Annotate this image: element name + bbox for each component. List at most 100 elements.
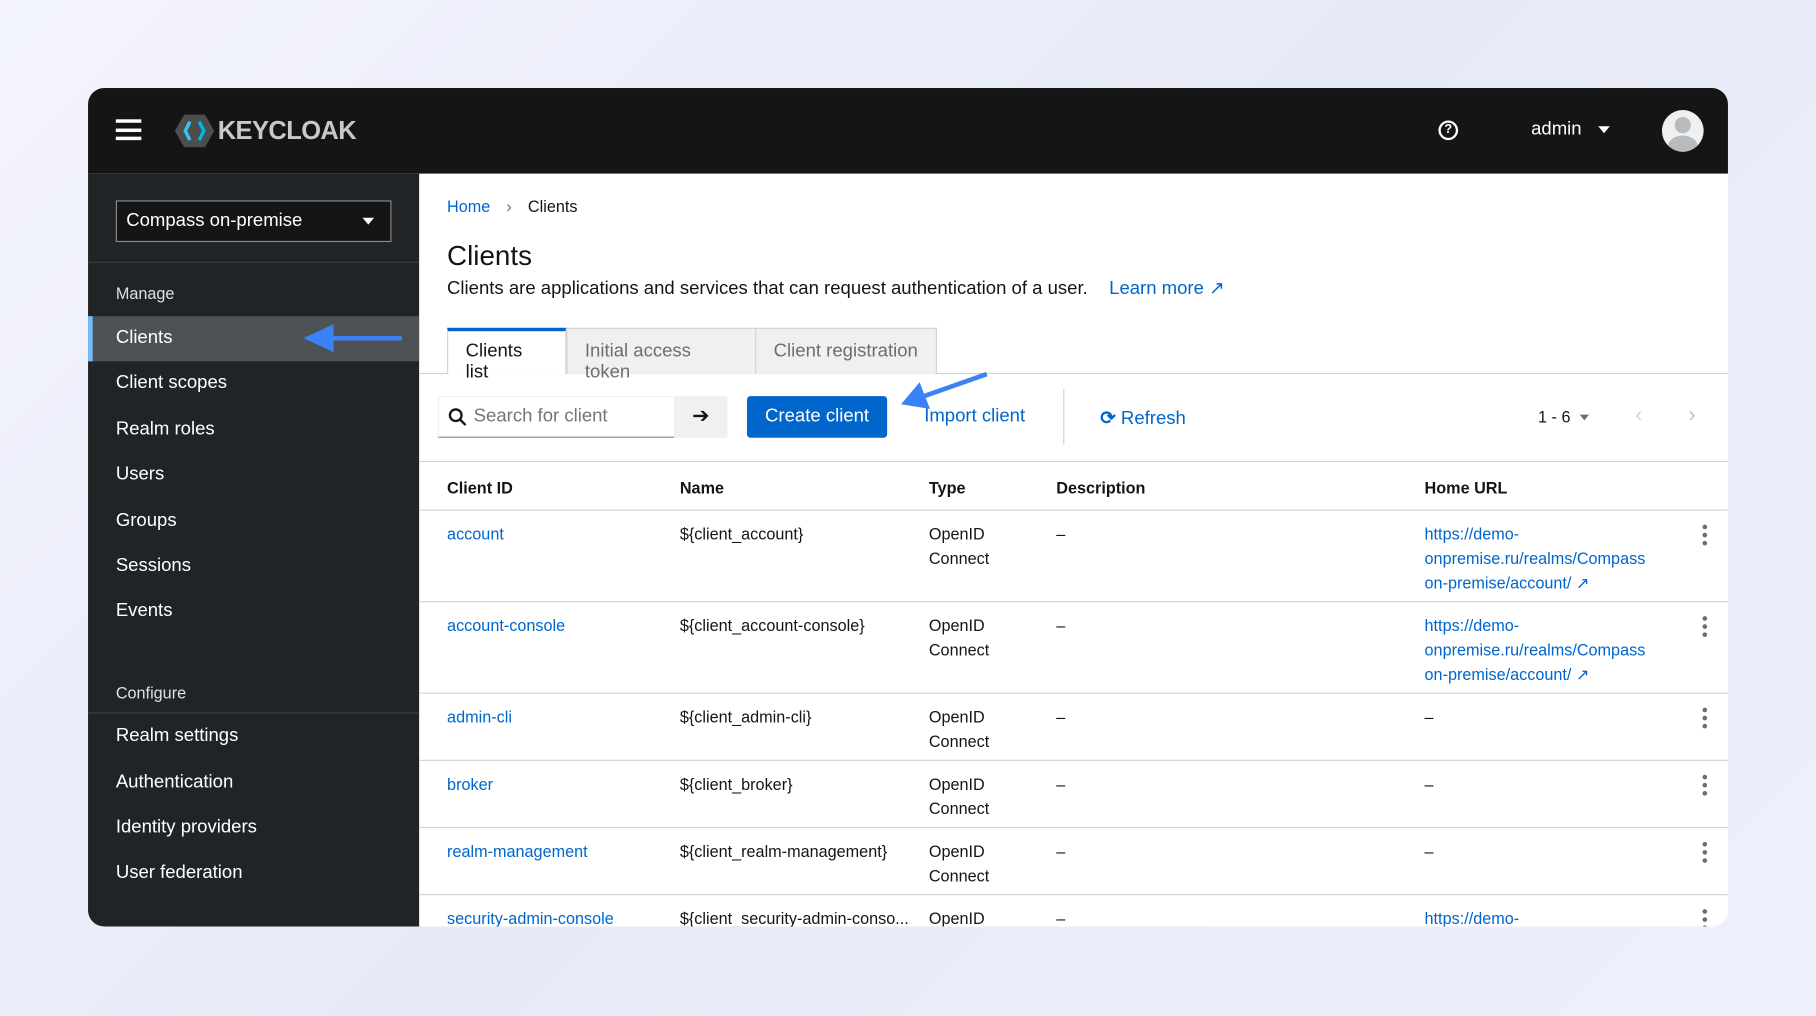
external-link-icon: ↗: [1575, 664, 1590, 684]
refresh-button[interactable]: ⟳ Refresh: [1100, 408, 1186, 429]
client-name: ${client_broker}: [679, 774, 793, 794]
client-description: –: [1056, 774, 1066, 794]
tab-initial-access-token[interactable]: Initial access token: [566, 327, 757, 382]
home-url[interactable]: https://demo-: [1424, 909, 1520, 927]
search-box: [437, 396, 675, 438]
client-id-link[interactable]: account: [447, 524, 504, 544]
table-row: admin-cli ${client_admin-cli} OpenID Conn…: [419, 692, 1728, 760]
pagination-toggle[interactable]: 1 - 6: [1538, 408, 1590, 426]
breadcrumb-current: Clients: [527, 196, 578, 216]
sidebar-item-user-federation[interactable]: User federation: [115, 862, 243, 883]
divider: [419, 460, 1728, 463]
client-type: OpenID: [928, 909, 985, 927]
home-url[interactable]: https://demo-onpremise.ru/realms/Compass…: [1424, 524, 1646, 592]
client-type: OpenID Connect: [928, 707, 990, 751]
keycloak-logo-icon: [174, 114, 215, 148]
app-window: KEYCLOAK ? admin Compass on-premise Mana…: [88, 88, 1728, 927]
keycloak-logo[interactable]: KEYCLOAK: [174, 112, 357, 149]
search-submit-button[interactable]: ➔: [674, 396, 728, 438]
section-configure: Configure: [115, 683, 187, 702]
sidebar-item-sessions[interactable]: Sessions: [115, 555, 192, 576]
divider: [88, 712, 420, 714]
tabs-border: [419, 372, 1728, 375]
sidebar-item-users[interactable]: Users: [115, 464, 165, 485]
home-url: –: [1424, 707, 1434, 727]
main-content: Home › Clients Clients Clients are appli…: [419, 173, 1728, 927]
logo-text: KEYCLOAK: [217, 115, 357, 145]
search-input[interactable]: [473, 406, 665, 428]
client-id-link[interactable]: security-admin-console: [447, 909, 614, 927]
sidebar-item-realm-settings[interactable]: Realm settings: [115, 726, 239, 746]
avatar[interactable]: [1661, 110, 1704, 152]
column-description[interactable]: Description: [1056, 478, 1146, 497]
kebab-menu-icon[interactable]: [1702, 774, 1708, 799]
column-type[interactable]: Type: [928, 478, 966, 497]
help-icon[interactable]: ?: [1438, 120, 1459, 141]
search-icon: [448, 408, 467, 426]
previous-page-button[interactable]: ‹: [1635, 403, 1643, 427]
sidebar-item-client-scopes[interactable]: Client scopes: [115, 372, 228, 393]
caret-down-icon: [362, 217, 375, 225]
table-row: account-console ${client_account-console…: [419, 601, 1728, 692]
kebab-menu-icon[interactable]: [1702, 841, 1708, 866]
realm-selector[interactable]: Compass on-premise: [115, 200, 392, 243]
client-id-link[interactable]: broker: [447, 774, 494, 794]
chevron-right-icon: ›: [506, 196, 512, 216]
client-type: OpenID Connect: [928, 524, 990, 568]
client-id-link[interactable]: admin-cli: [447, 707, 512, 727]
kebab-menu-icon[interactable]: [1702, 707, 1708, 732]
import-client-button[interactable]: Import client: [924, 406, 1026, 427]
page-title: Clients: [447, 240, 533, 273]
refresh-icon: ⟳: [1100, 408, 1116, 429]
table-row: security-admin-console ${client_security…: [419, 894, 1728, 927]
realm-name: Compass on-premise: [126, 210, 303, 231]
sidebar-item-realm-roles[interactable]: Realm roles: [115, 419, 215, 439]
home-url[interactable]: https://demo-onpremise.ru/realms/Compass…: [1424, 616, 1646, 684]
external-link-icon: ↗: [1575, 573, 1590, 592]
sidebar-item-groups[interactable]: Groups: [115, 510, 177, 531]
breadcrumb-home[interactable]: Home: [447, 196, 491, 216]
user-name: admin: [1531, 119, 1582, 139]
sidebar-item-events[interactable]: Events: [115, 601, 173, 621]
client-description: –: [1056, 909, 1066, 927]
client-type: OpenID Connect: [928, 774, 990, 818]
client-name: ${client_admin-cli}: [679, 707, 812, 727]
column-client-id[interactable]: Client ID: [447, 478, 513, 497]
divider: [88, 261, 420, 263]
client-id-link[interactable]: account-console: [447, 616, 566, 635]
kebab-menu-icon[interactable]: [1702, 909, 1708, 927]
client-type: OpenID Connect: [928, 616, 990, 659]
tab-client-registration[interactable]: Client registration: [755, 327, 937, 375]
section-manage: Manage: [115, 283, 175, 303]
client-description: –: [1056, 841, 1066, 861]
create-client-button[interactable]: Create client: [747, 396, 888, 438]
sidebar-item-clients[interactable]: Clients: [88, 316, 420, 362]
home-url: –: [1424, 841, 1434, 861]
masthead: KEYCLOAK ? admin: [88, 88, 1728, 174]
learn-more-link[interactable]: Learn more ↗: [1109, 279, 1225, 299]
hamburger-menu-icon[interactable]: [115, 119, 142, 141]
caret-down-icon: [1579, 414, 1590, 420]
toolbar-divider: [1063, 389, 1065, 445]
client-description: –: [1056, 524, 1066, 544]
home-url: –: [1424, 774, 1434, 794]
kebab-menu-icon[interactable]: [1702, 616, 1708, 640]
client-name: ${client_security-admin-conso...: [679, 909, 909, 927]
sidebar-item-authentication[interactable]: Authentication: [115, 772, 234, 793]
client-description: –: [1056, 707, 1066, 727]
client-name: ${client_realm-management}: [679, 841, 888, 861]
sidebar: Compass on-premise Manage Clients Client…: [88, 173, 420, 927]
column-name[interactable]: Name: [679, 478, 725, 497]
tab-clients-list[interactable]: Clients list: [447, 327, 567, 382]
column-home-url[interactable]: Home URL: [1424, 478, 1508, 497]
sidebar-item-identity-providers[interactable]: Identity providers: [115, 817, 257, 838]
external-link-icon: ↗: [1209, 279, 1225, 299]
table-row: broker ${client_broker} OpenID Connect – –: [419, 759, 1728, 827]
next-page-button[interactable]: ›: [1688, 403, 1696, 427]
kebab-menu-icon[interactable]: [1702, 524, 1708, 549]
client-type: OpenID Connect: [928, 841, 990, 885]
page-description: Clients are applications and services th…: [447, 279, 1225, 299]
breadcrumb: Home › Clients: [447, 197, 577, 216]
client-id-link[interactable]: realm-management: [447, 841, 588, 861]
user-menu[interactable]: admin: [1531, 119, 1610, 140]
